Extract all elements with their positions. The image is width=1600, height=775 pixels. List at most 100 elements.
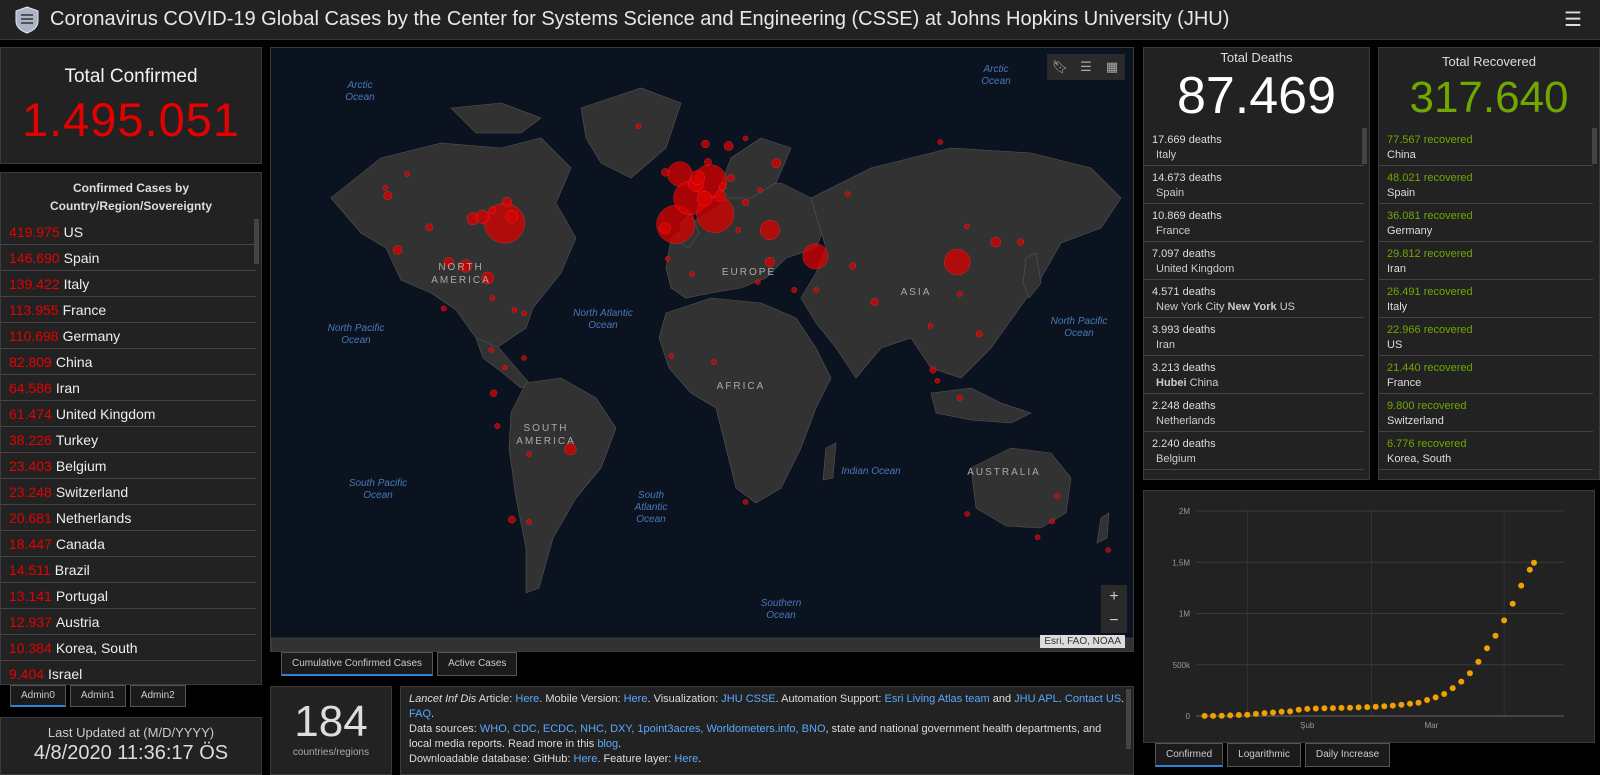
case-bubble[interactable] xyxy=(661,168,670,177)
article-link[interactable]: Here xyxy=(515,693,540,705)
case-bubble[interactable] xyxy=(735,227,742,233)
case-bubble[interactable] xyxy=(383,191,393,201)
info-scrollbar[interactable] xyxy=(1126,689,1131,749)
blog-link[interactable]: blog xyxy=(597,738,619,750)
case-bubble[interactable] xyxy=(757,187,763,193)
list-item[interactable]: 139.422 Italy xyxy=(1,271,256,297)
case-bubble[interactable] xyxy=(508,515,516,524)
case-bubble[interactable] xyxy=(742,499,749,505)
case-bubble[interactable] xyxy=(964,223,970,230)
recovered-list-scrollbar[interactable] xyxy=(1592,128,1597,164)
list-item[interactable]: 9.800 recovered Switzerland xyxy=(1379,394,1593,432)
map-canvas[interactable] xyxy=(271,48,1134,652)
list-item[interactable]: 22.966 recovered US xyxy=(1379,318,1593,356)
data-sources-link[interactable]: WHO, CDC, ECDC, NHC, DXY, 1point3acres, … xyxy=(479,723,826,735)
list-item[interactable]: 29.812 recovered Iran xyxy=(1379,242,1593,280)
list-item[interactable]: 61.474 United Kingdom xyxy=(1,401,256,427)
confirmed-list-scrollbar[interactable] xyxy=(254,219,259,264)
tab-confirmed-chart[interactable]: Confirmed xyxy=(1155,743,1224,767)
list-item[interactable]: 3.993 deaths Iran xyxy=(1144,318,1364,356)
case-bubble[interactable] xyxy=(564,443,577,456)
case-bubble[interactable] xyxy=(664,256,671,262)
case-bubble[interactable] xyxy=(505,210,519,223)
case-bubble[interactable] xyxy=(1105,547,1111,553)
case-bubble[interactable] xyxy=(635,123,642,130)
jhu-apl-link[interactable]: JHU APL xyxy=(1014,693,1059,705)
list-item[interactable]: 2.248 deaths Netherlands xyxy=(1144,394,1364,432)
case-bubble[interactable] xyxy=(668,353,675,359)
case-bubble[interactable] xyxy=(1054,493,1060,499)
case-bubble[interactable] xyxy=(475,209,490,224)
jhu-csse-link[interactable]: JHU CSSE xyxy=(721,693,776,705)
tab-logarithmic-chart[interactable]: Logarithmic xyxy=(1227,743,1301,767)
list-item[interactable]: 23.248 Switzerland xyxy=(1,479,256,505)
case-bubble[interactable] xyxy=(964,511,970,517)
list-item[interactable]: 77.567 recovered China xyxy=(1379,128,1593,166)
deaths-list-scrollbar[interactable] xyxy=(1362,128,1367,164)
case-bubble[interactable] xyxy=(382,185,389,191)
case-bubble[interactable] xyxy=(764,256,775,268)
list-item[interactable]: 12.937 Austria xyxy=(1,609,256,635)
contact-link[interactable]: Contact US xyxy=(1064,693,1122,705)
case-bubble[interactable] xyxy=(689,271,695,277)
case-bubble[interactable] xyxy=(990,236,1002,248)
list-item[interactable]: 48.021 recovered Spain xyxy=(1379,166,1593,204)
case-bubble[interactable] xyxy=(494,423,501,429)
list-item[interactable]: 6.776 recovered Korea, South xyxy=(1379,432,1593,470)
case-bubble[interactable] xyxy=(975,330,983,338)
case-bubble[interactable] xyxy=(511,307,518,313)
case-bubble[interactable] xyxy=(526,519,532,525)
case-bubble[interactable] xyxy=(392,245,403,255)
case-bubble[interactable] xyxy=(845,191,851,197)
list-item[interactable]: 82.809 China xyxy=(1,349,256,375)
case-bubble[interactable] xyxy=(404,171,411,177)
list-item[interactable]: 64.586 Iran xyxy=(1,375,256,401)
case-bubble[interactable] xyxy=(927,323,934,329)
bookmark-icon[interactable]: 🔖︎ xyxy=(1051,59,1069,74)
list-item[interactable]: 146.690 Spain xyxy=(1,245,256,271)
case-bubble[interactable] xyxy=(1049,518,1056,525)
case-bubble[interactable] xyxy=(944,248,971,276)
list-item[interactable]: 10.869 deaths France xyxy=(1144,204,1364,242)
case-bubble[interactable] xyxy=(501,364,508,371)
list-item[interactable]: 14.511 Brazil xyxy=(1,557,256,583)
case-bubble[interactable] xyxy=(488,347,495,353)
feature-layer-link[interactable]: Here xyxy=(674,753,699,765)
tab-admin1[interactable]: Admin1 xyxy=(69,685,126,707)
list-item[interactable]: 26.491 recovered Italy xyxy=(1379,280,1593,318)
list-item[interactable]: 23.403 Belgium xyxy=(1,453,256,479)
world-map[interactable]: Arctic Ocean Arctic Ocean North Pacific … xyxy=(270,47,1134,652)
case-bubble[interactable] xyxy=(759,220,780,240)
case-bubble[interactable] xyxy=(521,355,527,361)
case-bubble[interactable] xyxy=(771,158,782,169)
case-bubble[interactable] xyxy=(521,310,527,316)
case-bubble[interactable] xyxy=(440,305,447,312)
list-item[interactable]: 17.669 deaths Italy xyxy=(1144,128,1364,166)
grid-icon[interactable]: ▦ xyxy=(1105,59,1119,74)
list-item[interactable]: 3.213 deaths Hubei China xyxy=(1144,356,1364,394)
list-item[interactable]: 13.141 Portugal xyxy=(1,583,256,609)
case-bubble[interactable] xyxy=(957,291,963,297)
list-item[interactable]: 38.226 Turkey xyxy=(1,427,256,453)
case-bubble[interactable] xyxy=(813,287,819,293)
case-bubble[interactable] xyxy=(704,158,712,166)
list-item[interactable]: 419.975 US xyxy=(1,219,256,245)
zoom-out-button[interactable]: − xyxy=(1109,612,1119,629)
list-item[interactable]: 14.673 deaths Spain xyxy=(1144,166,1364,204)
list-icon[interactable]: ☰ xyxy=(1080,59,1092,74)
zoom-in-button[interactable]: + xyxy=(1109,588,1119,605)
case-bubble[interactable] xyxy=(1017,238,1025,246)
case-bubble[interactable] xyxy=(701,139,710,149)
case-bubble[interactable] xyxy=(802,243,829,270)
list-item[interactable]: 110.698 Germany xyxy=(1,323,256,349)
case-bubble[interactable] xyxy=(791,287,798,293)
list-item[interactable]: 2.240 deaths Belgium xyxy=(1144,432,1364,470)
tab-admin2[interactable]: Admin2 xyxy=(129,685,186,707)
list-item[interactable]: 7.097 deaths United Kingdom xyxy=(1144,242,1364,280)
case-bubble[interactable] xyxy=(696,190,713,207)
faq-link[interactable]: FAQ xyxy=(409,708,432,720)
case-bubble[interactable] xyxy=(937,139,944,145)
case-bubble[interactable] xyxy=(502,197,513,207)
case-bubble[interactable] xyxy=(742,198,750,206)
case-bubble[interactable] xyxy=(723,141,734,151)
